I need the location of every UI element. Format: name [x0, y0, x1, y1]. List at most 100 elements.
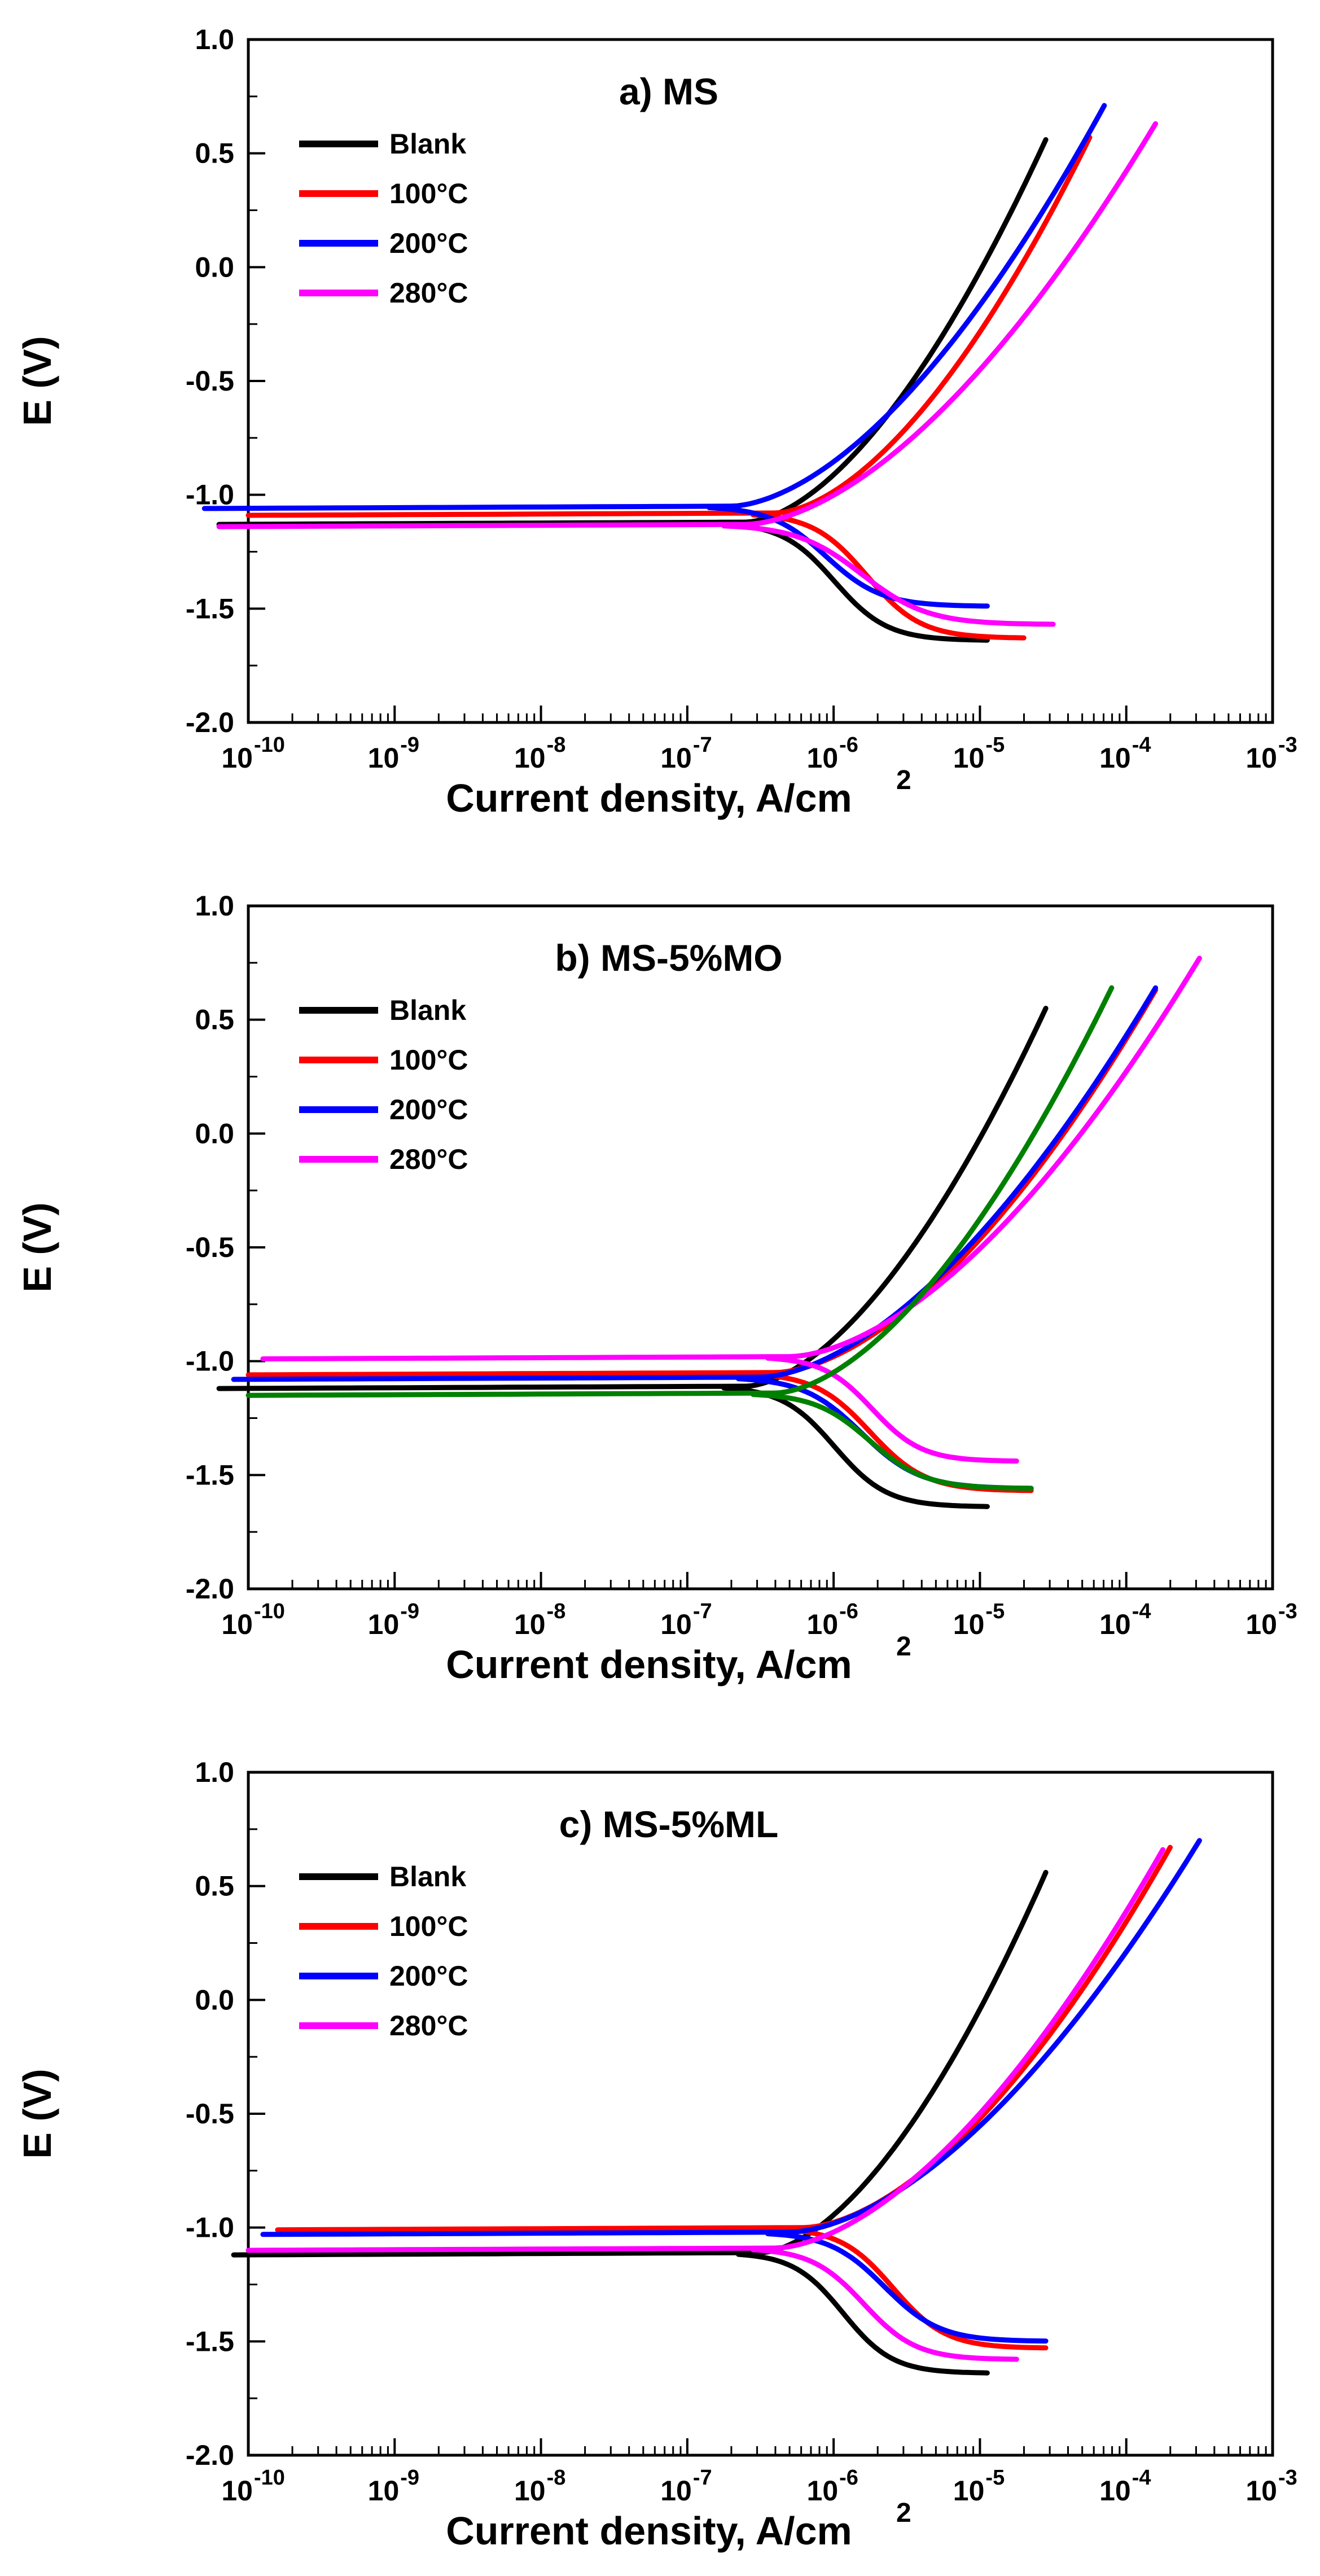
series-0 — [231, 1870, 1049, 2376]
series-line-anodic — [743, 121, 1159, 527]
legend-label: 100°C — [389, 1044, 468, 1076]
y-tick-label: 0.5 — [195, 138, 234, 169]
x-tick-label-exponent: -9 — [400, 2466, 419, 2490]
x-tick-label-exponent: -5 — [985, 2466, 1005, 2490]
x-tick-label-exponent: -8 — [547, 733, 566, 757]
y-tick-label: 0.5 — [195, 1870, 234, 1902]
series-line-cathodic — [751, 1392, 1034, 1491]
y-tick-label: -1.5 — [186, 593, 234, 624]
x-tick-label-base: 10 — [514, 742, 546, 774]
legend-label: 100°C — [389, 178, 468, 209]
x-tick-label-exponent: -10 — [254, 733, 285, 757]
legend-label: 200°C — [389, 1960, 468, 1992]
x-tick-label-exponent: -4 — [1132, 733, 1151, 757]
x-tick-label-exponent: -5 — [985, 1600, 1005, 1623]
x-tick-label-exponent: -10 — [254, 1600, 285, 1623]
legend-label: 280°C — [389, 1144, 468, 1175]
y-tick-label: -0.5 — [186, 1232, 234, 1263]
x-tick-label-exponent: -6 — [839, 1600, 858, 1623]
series-line-anodic — [772, 985, 1115, 1396]
x-tick-label-base: 10 — [807, 742, 839, 774]
y-tick-label: -1.0 — [186, 479, 234, 511]
x-tick-label-exponent: -10 — [254, 2466, 285, 2490]
series-1 — [245, 134, 1093, 641]
x-tick-label-exponent: -7 — [693, 1600, 712, 1623]
series-line-anodic — [772, 1847, 1165, 2251]
series-line-cathodic — [707, 505, 990, 609]
x-tick-label-base: 10 — [514, 2475, 546, 2507]
y-tick-label: 1.0 — [195, 1756, 234, 1788]
series-0 — [216, 1006, 1049, 1509]
x-tick-label-base: 10 — [1246, 742, 1277, 774]
y-tick-label: 1.0 — [195, 890, 234, 922]
x-axis-label: Current density, A/cm — [446, 776, 852, 820]
x-tick-label-base: 10 — [1246, 2475, 1277, 2507]
legend-label: Blank — [389, 995, 466, 1026]
chart-panel-2: 1.00.50.0-0.5-1.0-1.5-2.010 -10 10 -9 10 -8 10… — [15, 1756, 1297, 2553]
chart-title: a) MS — [619, 71, 718, 112]
series-3 — [245, 1847, 1165, 2362]
y-tick-label: -0.5 — [186, 365, 234, 397]
series-line-passive — [201, 503, 734, 511]
series-line-cathodic — [721, 1385, 990, 1509]
x-tick-label-base: 10 — [221, 2475, 253, 2507]
series-line-passive — [260, 1354, 792, 1362]
x-tick-label-base: 10 — [953, 742, 985, 774]
x-tick-label-exponent: -5 — [985, 733, 1005, 757]
x-axis-label-superscript: 2 — [896, 1632, 911, 1662]
series-line-anodic — [772, 134, 1093, 516]
y-axis-label: E (V) — [15, 2069, 59, 2158]
y-tick-label: 0.0 — [195, 1984, 234, 2016]
x-tick-label-base: 10 — [660, 2475, 692, 2507]
y-tick-label: 0.5 — [195, 1004, 234, 1036]
x-tick-label-base: 10 — [1246, 1609, 1277, 1640]
series-line-cathodic — [751, 2247, 1019, 2362]
x-tick-label-base: 10 — [807, 1609, 839, 1640]
x-tick-label-base: 10 — [221, 742, 253, 774]
x-tick-label-base: 10 — [1099, 1609, 1131, 1640]
x-tick-label-exponent: -3 — [1278, 2466, 1297, 2490]
series-line-passive — [231, 1374, 763, 1382]
chart-panel-0: 1.00.50.0-0.5-1.0-1.5-2.010 -10 10 -9 10 -8 10… — [15, 24, 1297, 820]
legend-label: Blank — [389, 1861, 466, 1892]
series-line-cathodic — [765, 1355, 1019, 1464]
x-tick-label-exponent: -4 — [1132, 2466, 1151, 2490]
series-line-passive — [231, 2250, 763, 2258]
x-tick-label-base: 10 — [368, 1609, 400, 1640]
x-tick-label-base: 10 — [660, 1609, 692, 1640]
series-line-cathodic — [765, 2231, 1049, 2344]
x-tick-label-exponent: -7 — [693, 733, 712, 757]
series-line-passive — [275, 2225, 807, 2233]
series-line-passive — [245, 510, 778, 518]
series-line-passive — [245, 2245, 778, 2253]
x-tick-label-exponent: -8 — [547, 1600, 566, 1623]
y-tick-label: -1.0 — [186, 2212, 234, 2244]
x-tick-label-base: 10 — [1099, 742, 1131, 774]
series-line-cathodic — [721, 523, 1056, 627]
series-3 — [216, 121, 1159, 627]
legend-label: 100°C — [389, 1911, 468, 1942]
y-tick-label: -1.0 — [186, 1346, 234, 1377]
x-tick-label-base: 10 — [953, 2475, 985, 2507]
legend-label: 200°C — [389, 1094, 468, 1125]
y-tick-label: -2.0 — [186, 1573, 234, 1605]
chart-title: b) MS-5%MO — [555, 937, 782, 979]
y-tick-label: -2.0 — [186, 2439, 234, 2471]
x-tick-label-exponent: -9 — [400, 1600, 419, 1623]
x-axis-label-superscript: 2 — [896, 2498, 911, 2528]
chart-panel-1: 1.00.50.0-0.5-1.0-1.5-2.010 -10 10 -9 10 -8 10… — [15, 890, 1297, 1686]
series-line-anodic — [729, 103, 1107, 509]
series-line-passive — [245, 1370, 778, 1378]
y-tick-label: 0.0 — [195, 1118, 234, 1149]
x-axis-label: Current density, A/cm — [446, 1642, 852, 1686]
y-axis-label: E (V) — [15, 336, 59, 426]
chart-title: c) MS-5%ML — [559, 1803, 779, 1845]
x-tick-label-base: 10 — [368, 2475, 400, 2507]
legend-label: 280°C — [389, 277, 468, 309]
series-line-passive — [216, 522, 749, 529]
series-line-anodic — [758, 985, 1159, 1380]
x-tick-label-exponent: -4 — [1132, 1600, 1151, 1623]
series-line-anodic — [758, 1870, 1049, 2255]
y-tick-label: 0.0 — [195, 251, 234, 283]
